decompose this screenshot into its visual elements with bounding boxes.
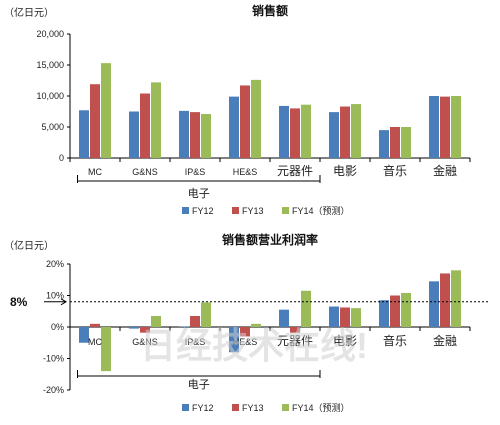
legend-entry: FY12 — [192, 403, 214, 413]
bar-FY13-6 — [390, 127, 400, 158]
bar-FY13-3 — [240, 327, 250, 337]
x-tick-label: IP&S — [185, 167, 206, 177]
y-axis-unit-label: （亿日元） — [4, 239, 54, 252]
bar-FY12-7 — [429, 281, 439, 327]
reference-line-label: 8% — [10, 295, 28, 309]
bar-FY14-4 — [301, 104, 311, 158]
bar-FY14-6 — [401, 127, 411, 158]
y-tick-label: 15,000 — [36, 60, 64, 70]
bar-FY12-3 — [229, 96, 239, 158]
bar-FY12-1 — [129, 327, 139, 329]
x-tick-label: 金融 — [433, 333, 457, 348]
bar-FY12-0 — [79, 110, 89, 158]
x-tick-label: MC — [88, 337, 102, 347]
bar-FY14-3 — [251, 323, 261, 327]
bar-FY13-2 — [190, 112, 200, 158]
bar-FY12-4 — [279, 105, 289, 158]
bar-FY12-3 — [229, 327, 239, 353]
x-tick-label: 电影 — [333, 334, 357, 348]
bar-FY14-3 — [251, 79, 261, 158]
y-tick-label: 0 — [59, 153, 64, 163]
group-label: 电子 — [188, 378, 210, 391]
legend-entry: FY14（预测） — [292, 403, 350, 413]
y-tick-label: 5,000 — [41, 122, 64, 132]
bar-FY13-7 — [440, 96, 450, 158]
bar-FY12-7 — [429, 96, 439, 158]
bar-FY14-6 — [401, 292, 411, 327]
x-tick-label: HE&S — [233, 167, 258, 177]
x-tick-label: G&NS — [132, 167, 158, 177]
x-tick-label: 金融 — [433, 163, 457, 178]
y-tick-label: 10% — [46, 291, 64, 301]
bar-FY14-7 — [451, 96, 461, 158]
x-tick-label: G&NS — [132, 337, 158, 347]
reference-arrow — [44, 298, 67, 306]
bar-FY13-0 — [90, 84, 100, 158]
bar-FY12-2 — [179, 326, 189, 327]
bar-FY13-1 — [140, 327, 150, 333]
y-tick-label: 20,000 — [36, 29, 64, 39]
bar-FY12-6 — [379, 130, 389, 158]
bar-FY13-6 — [390, 295, 400, 327]
x-tick-label: 电影 — [333, 164, 357, 178]
chart-title: 销售额营业利润率 — [222, 232, 318, 247]
bar-FY14-1 — [151, 315, 161, 327]
y-tick-label: 0% — [51, 322, 64, 332]
x-tick-label: 元器件 — [277, 334, 313, 348]
x-tick-label: 音乐 — [383, 333, 407, 348]
group-label: 电子 — [188, 187, 210, 200]
bar-FY14-4 — [301, 290, 311, 327]
bar-FY13-7 — [440, 273, 450, 327]
bar-FY14-0 — [101, 327, 111, 372]
bar-FY12-6 — [379, 300, 389, 327]
legend-swatch — [182, 404, 189, 411]
bar-FY13-2 — [190, 315, 200, 327]
x-tick-label: 元器件 — [277, 164, 313, 178]
legend-entry: FY13 — [242, 403, 264, 413]
bar-FY13-4 — [290, 327, 300, 333]
bar-FY13-1 — [140, 93, 150, 158]
x-tick-label: MC — [88, 167, 102, 177]
y-tick-label: 10,000 — [36, 91, 64, 101]
legend-swatch — [232, 207, 239, 214]
x-tick-label: IP&S — [185, 337, 206, 347]
chart-title: 销售额 — [252, 3, 288, 18]
legend-swatch — [182, 207, 189, 214]
y-tick-label: 20% — [46, 259, 64, 269]
y-axis-unit-label: （亿日元） — [4, 6, 54, 19]
bar-FY13-5 — [340, 307, 350, 327]
bar-FY14-0 — [101, 63, 111, 158]
x-tick-label: HE&S — [233, 337, 258, 347]
legend-swatch — [282, 404, 289, 411]
bar-FY14-7 — [451, 270, 461, 327]
x-tick-label: 音乐 — [383, 163, 407, 178]
legend-entry: FY12 — [192, 206, 214, 216]
bar-FY14-5 — [351, 104, 361, 158]
bar-FY12-5 — [329, 112, 339, 158]
bar-FY13-0 — [90, 323, 100, 327]
bar-FY14-5 — [351, 308, 361, 327]
bar-FY14-1 — [151, 82, 161, 158]
legend-entry: FY13 — [242, 206, 264, 216]
bar-FY14-2 — [201, 113, 211, 158]
bar-FY13-4 — [290, 108, 300, 158]
bar-FY14-2 — [201, 302, 211, 327]
bar-FY12-1 — [129, 111, 139, 158]
legend-entry: FY14（预测） — [292, 206, 350, 216]
y-tick-label: -20% — [43, 385, 64, 395]
bar-FY12-0 — [79, 327, 89, 343]
bar-FY12-2 — [179, 110, 189, 158]
y-tick-label: -10% — [43, 354, 64, 364]
legend-swatch — [282, 207, 289, 214]
bar-FY12-4 — [279, 309, 289, 327]
bar-FY12-5 — [329, 306, 339, 327]
legend-swatch — [232, 404, 239, 411]
bar-FY13-5 — [340, 106, 350, 158]
watermark: 日经技术在线! — [140, 325, 368, 366]
bar-FY13-3 — [240, 85, 250, 158]
